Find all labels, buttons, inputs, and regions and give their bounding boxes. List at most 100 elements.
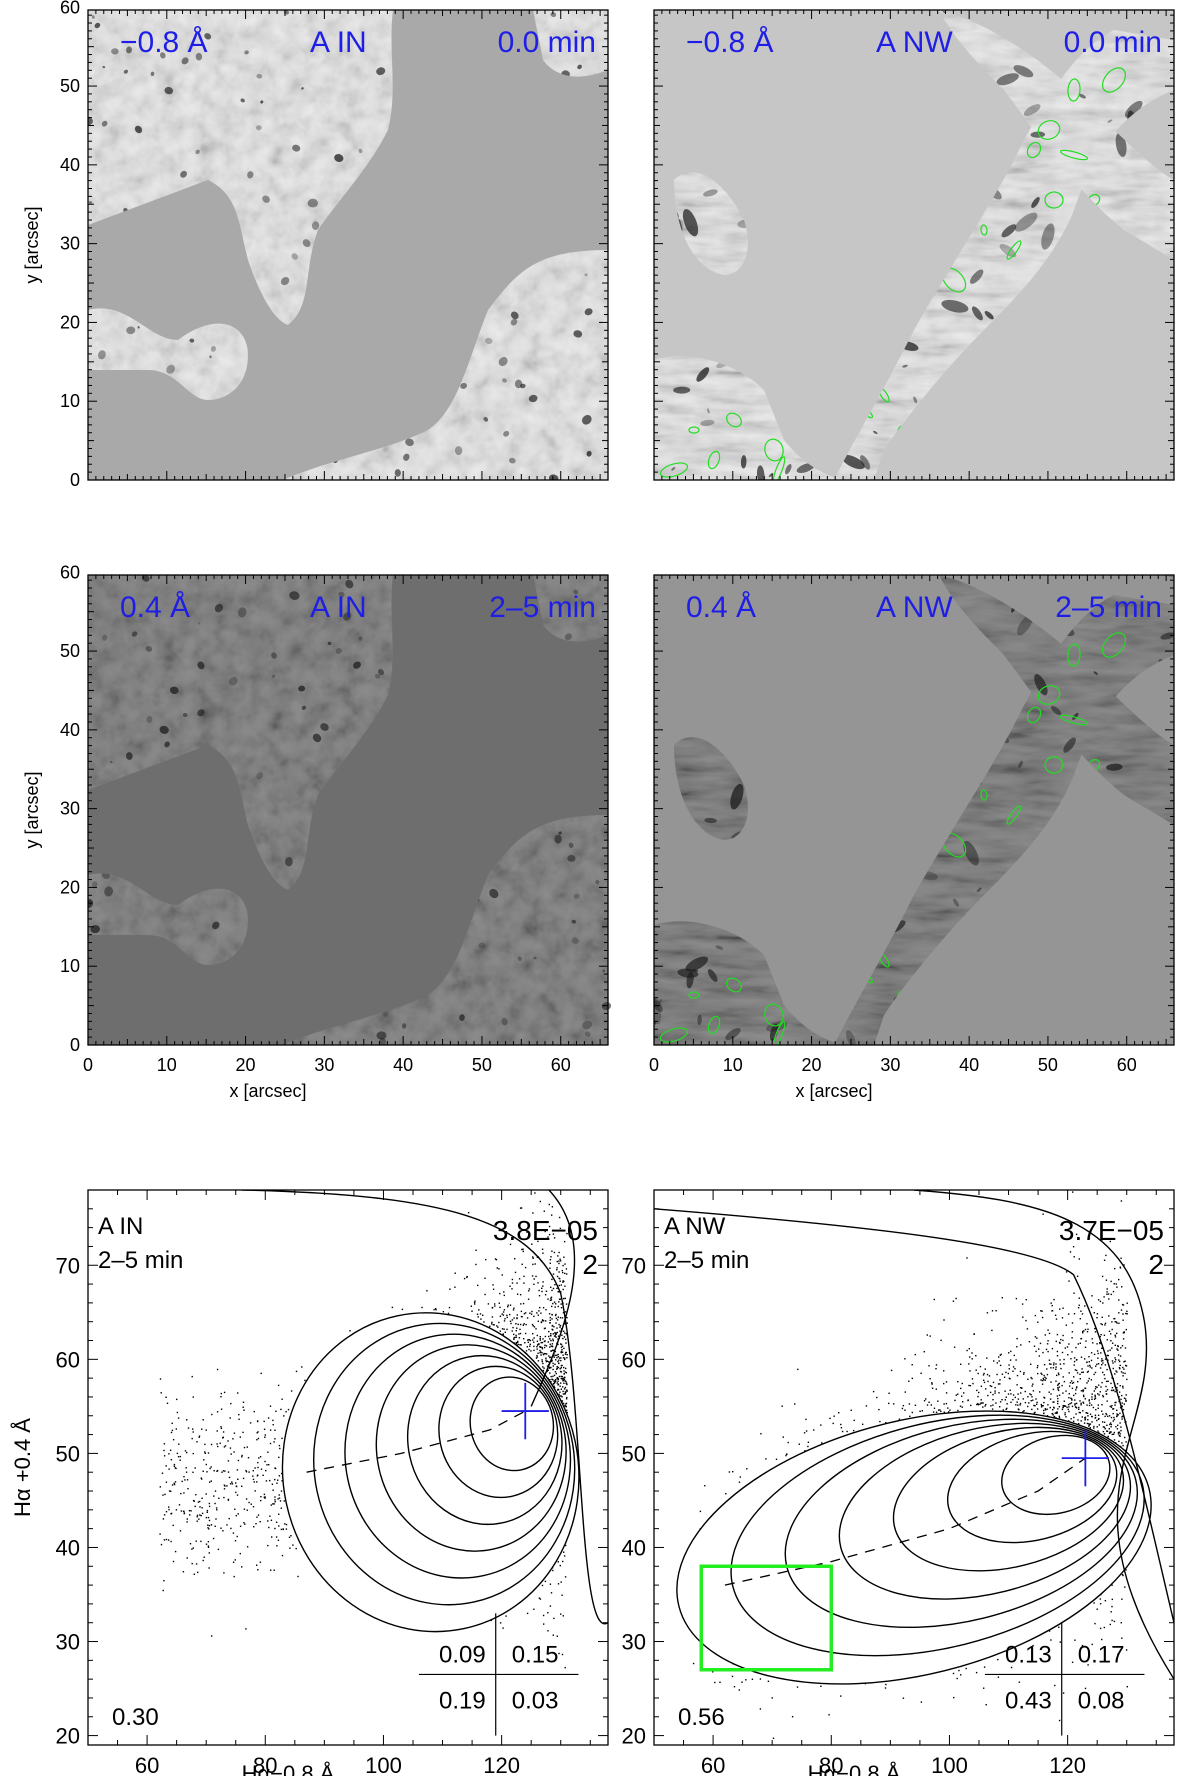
scatter-point — [204, 1452, 206, 1454]
scatter-point — [556, 1327, 558, 1329]
dark-feature — [691, 969, 699, 972]
scatter-point — [180, 1492, 182, 1495]
scatter-point — [519, 1323, 522, 1326]
scatter-point — [207, 1545, 210, 1547]
scatter-point — [233, 1575, 235, 1578]
scatter-point — [558, 1271, 560, 1273]
dark-feature — [571, 919, 577, 924]
scatter-point — [202, 1419, 204, 1421]
y-tick-label: 20 — [60, 312, 80, 332]
scatter-point — [168, 1490, 171, 1492]
scatter-point — [220, 1392, 222, 1395]
scatter-point — [553, 1251, 556, 1254]
scatter-point — [278, 1513, 280, 1515]
scatter-point — [168, 1453, 170, 1455]
scatter-point — [560, 1303, 562, 1305]
scatter-point — [559, 1368, 561, 1370]
dark-feature — [673, 386, 691, 394]
scatter-point — [274, 1496, 276, 1498]
dark-feature — [301, 87, 304, 90]
scatter-point — [559, 1385, 561, 1387]
scatter-point — [534, 1192, 536, 1194]
scatter-point — [222, 1530, 224, 1532]
scatter-point — [537, 1314, 539, 1316]
scatter-point — [220, 1426, 222, 1428]
scatter-point — [268, 1526, 270, 1529]
scatter-point — [564, 1353, 567, 1355]
scatter-point — [200, 1540, 202, 1543]
scatter-point — [536, 1346, 538, 1348]
scatter-point — [557, 1305, 559, 1308]
dark-feature — [485, 337, 493, 345]
dark-feature — [377, 669, 385, 676]
scatter-point — [558, 1301, 560, 1303]
scatter-point — [512, 1309, 515, 1311]
scatter-point — [193, 1500, 195, 1502]
scatter-point — [507, 1304, 509, 1306]
green-contour — [764, 438, 784, 462]
scatter-point — [528, 1348, 530, 1351]
scatter-point — [523, 1275, 525, 1278]
dark-feature — [503, 430, 510, 437]
dark-feature — [685, 956, 709, 972]
scatter-point — [562, 1379, 564, 1381]
scatter-point — [270, 1519, 273, 1521]
scatter-point — [265, 1469, 267, 1472]
dark-feature — [554, 834, 562, 844]
scatter-point — [550, 1339, 552, 1342]
scatter-point — [506, 1314, 508, 1316]
scatter-point — [256, 1481, 258, 1483]
scatter-point — [561, 1653, 564, 1656]
dark-feature — [180, 170, 187, 178]
y-axis-label: y [arcsec] — [22, 771, 42, 848]
green-contour — [1026, 141, 1042, 159]
scatter-point — [564, 1357, 566, 1359]
y-tick-label: 50 — [60, 76, 80, 96]
dark-feature — [483, 416, 489, 422]
scatter-point — [196, 1441, 198, 1443]
scatter-point — [280, 1408, 282, 1411]
scatter-point — [549, 1346, 551, 1348]
scatter-point — [192, 1471, 194, 1473]
scatter-point — [536, 1354, 538, 1357]
scatter-point — [560, 1371, 563, 1373]
dark-feature — [289, 591, 300, 600]
scatter-point — [262, 1474, 264, 1476]
scatter-point — [244, 1523, 246, 1525]
scatter-point — [229, 1447, 232, 1449]
scatter-point — [246, 1509, 248, 1511]
scatter-point — [175, 1467, 177, 1470]
dark-feature — [548, 474, 559, 480]
scatter-point — [558, 1262, 560, 1265]
scatter-point — [168, 1508, 170, 1511]
scatter-point — [554, 1363, 556, 1365]
scatter-point — [212, 1537, 215, 1540]
scatter-point — [177, 1417, 180, 1419]
dark-feature — [707, 408, 710, 414]
panel-time-label: 2–5 min — [1055, 591, 1162, 624]
dark-feature — [146, 716, 153, 723]
scatter-point — [170, 1540, 172, 1543]
scatter-point — [526, 1317, 529, 1319]
scatter-point — [544, 1580, 547, 1583]
scatter-point — [544, 1294, 547, 1296]
scatter-point — [559, 1260, 562, 1262]
dark-feature — [284, 857, 293, 867]
dark-feature — [602, 969, 605, 973]
dark-feature — [335, 648, 342, 654]
dark-feature — [228, 677, 238, 686]
plot-area — [159, 1190, 608, 1736]
y-tick-label: 10 — [60, 956, 80, 976]
scatter-point — [194, 1505, 196, 1508]
scatter-point — [242, 1431, 244, 1434]
scatter-point — [539, 1200, 541, 1203]
scatter-point — [466, 1276, 468, 1279]
scatter-point — [556, 1378, 558, 1380]
scatter-point — [189, 1514, 191, 1516]
scatter-point — [504, 1331, 506, 1333]
scatter-point — [522, 1302, 525, 1305]
scatter-point — [223, 1496, 225, 1499]
scatter-point — [547, 1612, 549, 1614]
scatter-point — [233, 1432, 236, 1434]
scatter-point — [557, 1291, 559, 1293]
